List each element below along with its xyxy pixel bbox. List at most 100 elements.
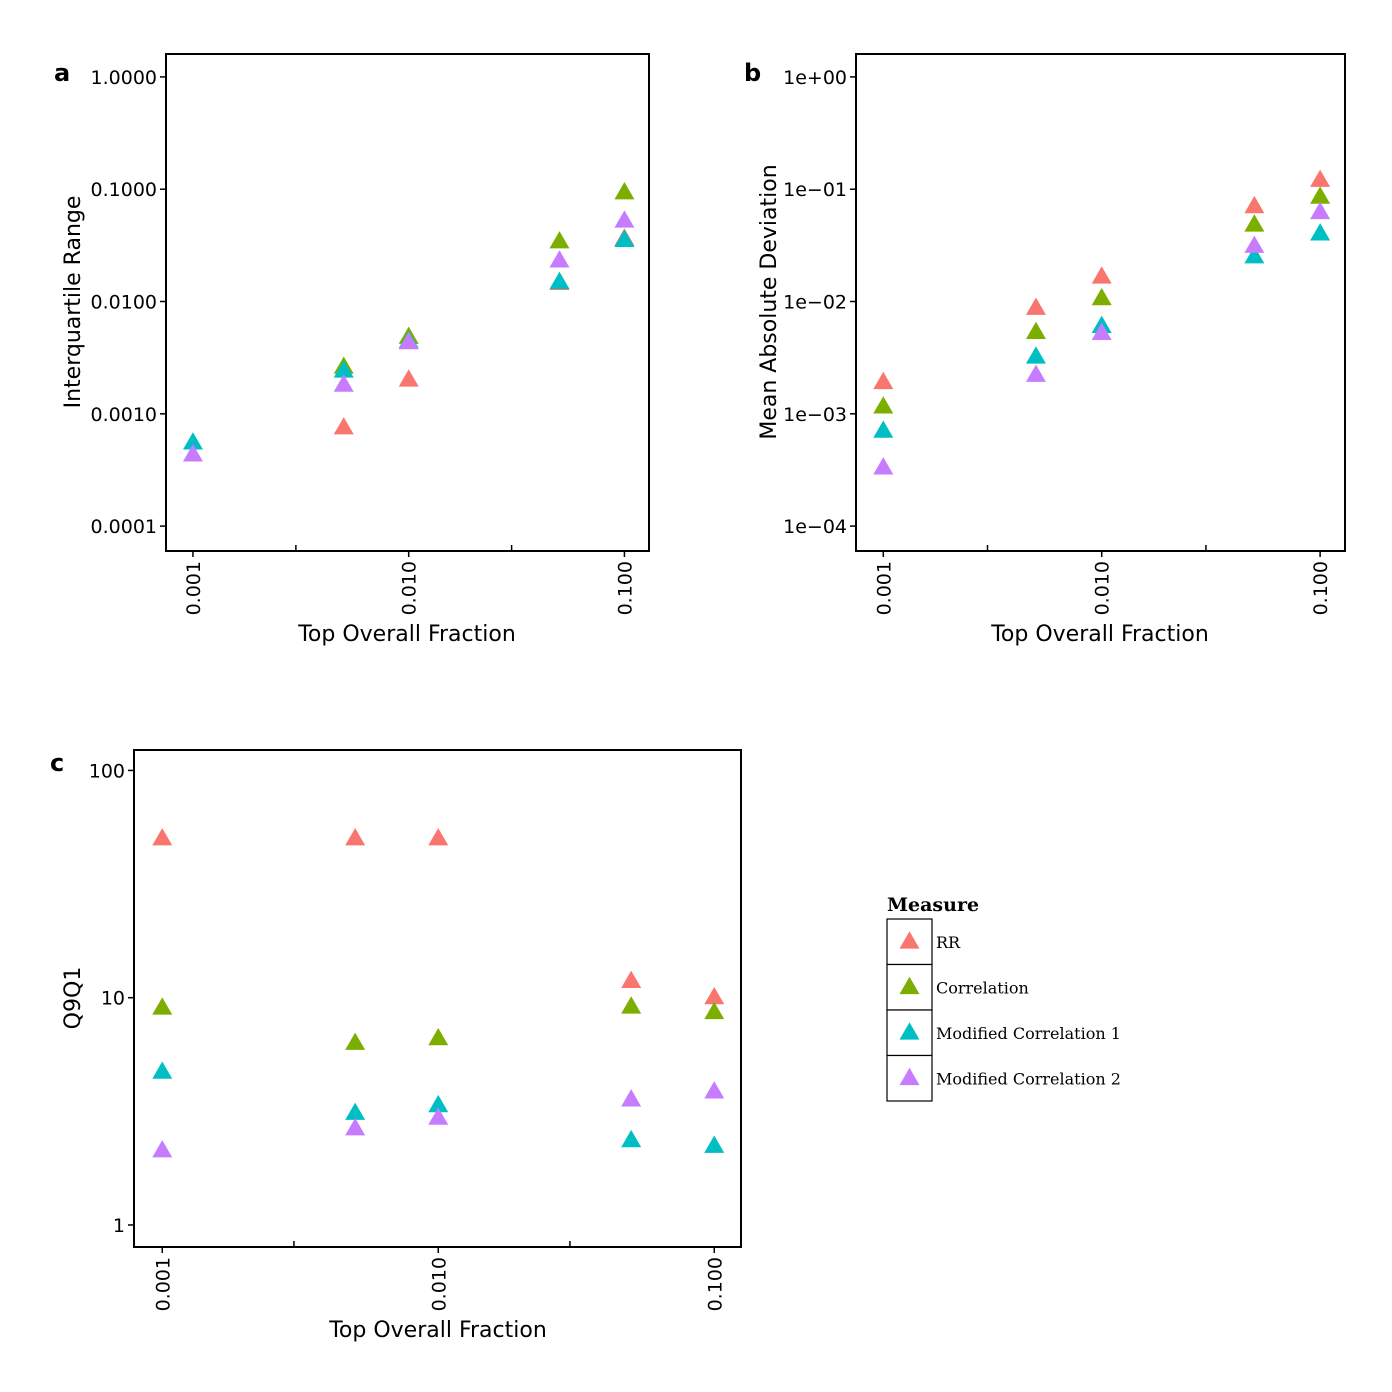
point-b-rr: [873, 371, 894, 390]
y-tick-label-a: 1.0000: [91, 67, 157, 89]
point-b-modified-correlation-2: [1244, 235, 1265, 253]
point-a-modified-correlation-1: [549, 271, 570, 289]
point-c-rr: [704, 986, 725, 1005]
panel-letter-a: a: [54, 59, 70, 87]
x-tick-label-b: 0.100: [1310, 561, 1332, 615]
x-axis-title-c: Top Overall Fraction: [328, 1318, 547, 1343]
y-tick-label-a: 0.0100: [91, 292, 157, 314]
marks-c: [152, 828, 725, 1158]
point-c-modified-correlation-2: [345, 1118, 366, 1136]
point-b-modified-correlation-2: [873, 457, 894, 475]
point-b-modified-correlation-1: [1310, 223, 1331, 241]
y-tick-label-c: 1: [113, 1215, 125, 1237]
legend-title: Measure: [887, 894, 979, 916]
point-a-modified-correlation-2: [398, 331, 419, 350]
y-tick-label-b: 1e−03: [783, 404, 847, 426]
x-tick-label-a: 0.010: [399, 561, 421, 615]
legend-key-modified-correlation-2: [899, 1067, 920, 1086]
point-c-modified-correlation-1: [152, 1061, 173, 1079]
x-tick-label-a: 0.100: [614, 561, 636, 615]
y-tick-label-b: 1e+00: [783, 67, 847, 89]
y-tick-label-b: 1e−01: [783, 179, 847, 201]
panel-b: b 1e−04 1e−03 1e−02 1e−01 1e+00 0.001 0.010 0.1…: [744, 53, 1346, 647]
x-axis-title-b: Top Overall Fraction: [990, 622, 1209, 647]
point-c-modified-correlation-2: [704, 1081, 725, 1099]
point-b-rr: [1244, 195, 1265, 214]
x-tick-label-c: 0.010: [428, 1257, 450, 1311]
legend-key-correlation: [899, 976, 920, 995]
marks-a: [182, 182, 635, 462]
point-b-correlation: [1244, 214, 1265, 232]
point-b-modified-correlation-2: [1025, 364, 1046, 382]
x-tick-label-c: 0.100: [704, 1257, 726, 1311]
y-tick-label-a: 0.1000: [91, 179, 157, 201]
point-c-modified-correlation-1: [704, 1135, 725, 1153]
point-a-modified-correlation-2: [614, 210, 635, 228]
y-tick-label-b: 1e−02: [783, 292, 847, 314]
point-c-rr: [428, 828, 449, 846]
legend-label-modified-correlation-2: Modified Correlation 2: [936, 1070, 1121, 1089]
legend-label-correlation: Correlation: [936, 979, 1029, 998]
point-b-modified-correlation-1: [1244, 246, 1265, 264]
point-c-modified-correlation-2: [621, 1089, 642, 1107]
y-axis-title-c: Q9Q1: [61, 967, 86, 1030]
x-axis-title-a: Top Overall Fraction: [297, 622, 516, 647]
point-c-correlation: [152, 997, 173, 1015]
point-c-modified-correlation-2: [428, 1107, 449, 1125]
plot-frame-b: [855, 53, 1346, 552]
point-a-rr: [398, 369, 419, 387]
panel-letter-c: c: [50, 749, 64, 777]
point-b-correlation: [1025, 321, 1046, 340]
y-tick-label-a: 0.0001: [91, 516, 157, 538]
point-b-modified-correlation-1: [1025, 346, 1046, 364]
point-c-modified-correlation-1: [621, 1129, 642, 1148]
ticks-c: 1 10 100 0.001 0.010 0.100: [89, 760, 727, 1311]
point-a-modified-correlation-1: [182, 432, 203, 450]
point-b-correlation: [1091, 287, 1112, 306]
point-b-modified-correlation-2: [1310, 201, 1331, 220]
legend-items: RR Correlation Modified Correlation 1 Modif…: [886, 918, 1121, 1102]
point-b-rr: [1091, 266, 1112, 284]
point-b-rr: [1310, 169, 1331, 187]
point-c-correlation: [704, 1001, 725, 1020]
point-a-modified-correlation-2: [549, 250, 570, 268]
legend-key-modified-correlation-1: [899, 1022, 920, 1040]
point-a-modified-correlation-1: [614, 229, 635, 247]
y-axis-title-a: Interquartile Range: [61, 196, 86, 409]
panel-letter-b: b: [744, 59, 761, 87]
point-b-modified-correlation-1: [873, 420, 894, 438]
y-tick-label-c: 10: [101, 988, 125, 1010]
point-c-modified-correlation-2: [152, 1140, 173, 1158]
point-b-modified-correlation-2: [1091, 322, 1112, 340]
point-b-correlation: [873, 396, 894, 414]
plot-frame-a: [165, 53, 650, 552]
point-c-correlation: [428, 1027, 449, 1046]
y-axis-title-b: Mean Absolute Deviation: [757, 164, 782, 439]
point-a-modified-correlation-2: [333, 374, 354, 392]
point-c-rr: [345, 828, 366, 846]
point-c-modified-correlation-1: [428, 1094, 449, 1113]
x-tick-label-b: 0.010: [1092, 561, 1114, 615]
ticks-b: 1e−04 1e−03 1e−02 1e−01 1e+00 0.001 0.010 0.100: [783, 67, 1332, 615]
point-c-modified-correlation-1: [345, 1102, 366, 1120]
legend-label-rr: RR: [936, 933, 961, 952]
x-tick-label-b: 0.001: [873, 561, 895, 615]
point-c-rr: [152, 828, 173, 846]
point-c-correlation: [621, 996, 642, 1014]
legend-label-modified-correlation-1: Modified Correlation 1: [936, 1024, 1121, 1043]
ticks-a: 0.0001 0.0010 0.0100 0.1000 1.0000 0.001 0.010…: [91, 67, 637, 615]
legend: Measure RR Correlation Modified Correlatio…: [886, 894, 1121, 1102]
legend-key-rr: [899, 931, 920, 949]
point-c-rr: [621, 970, 642, 988]
y-tick-label-b: 1e−04: [783, 516, 847, 538]
x-tick-label-c: 0.001: [152, 1257, 174, 1311]
plot-frame-c: [133, 749, 742, 1248]
point-a-correlation: [549, 231, 570, 249]
x-tick-label-a: 0.001: [183, 561, 205, 615]
y-tick-label-c: 100: [89, 760, 125, 782]
y-tick-label-a: 0.0010: [91, 404, 157, 426]
point-a-correlation: [614, 182, 635, 200]
point-c-correlation: [345, 1032, 366, 1050]
